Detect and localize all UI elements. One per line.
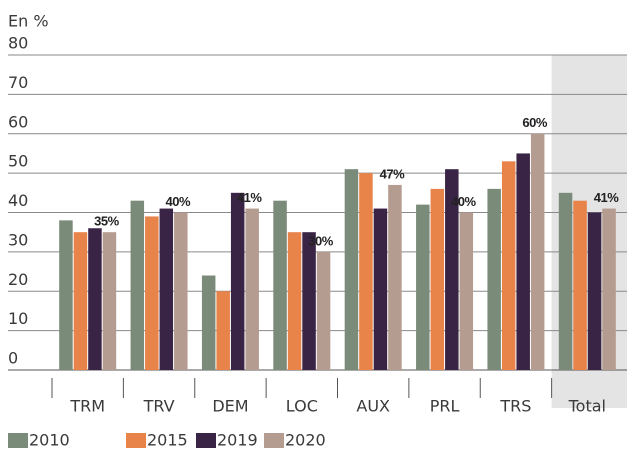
value-label: 41%	[594, 190, 619, 205]
bar	[388, 184, 402, 370]
value-label: 60%	[522, 115, 547, 130]
value-label: 41%	[237, 190, 262, 205]
bar	[487, 188, 501, 370]
bar	[445, 169, 459, 370]
legend-swatch	[8, 433, 28, 448]
y-tick-label: 40	[8, 191, 28, 210]
bar	[344, 169, 359, 370]
bar	[302, 232, 316, 370]
bar	[558, 192, 573, 370]
x-tick-label: AUX	[356, 397, 390, 416]
y-tick-label: 30	[8, 230, 28, 249]
bar	[373, 208, 388, 370]
x-tick-label: Total	[568, 397, 606, 416]
value-label: 35%	[94, 214, 119, 229]
value-label: 30%	[308, 233, 333, 248]
legend-swatch	[264, 433, 284, 448]
bar	[88, 228, 102, 370]
bar	[501, 161, 516, 370]
legend-label: 2015	[147, 431, 188, 450]
bar	[573, 200, 587, 370]
y-axis-label: En %	[8, 12, 49, 31]
value-label: 40%	[166, 194, 191, 209]
bar	[130, 200, 145, 370]
legend-label: 2020	[285, 431, 326, 450]
bar	[273, 200, 287, 370]
bar	[59, 220, 73, 370]
bar	[359, 173, 373, 370]
bar	[416, 204, 430, 370]
bar	[216, 291, 230, 370]
legend-swatch	[126, 433, 146, 448]
x-tick-label: TRV	[143, 397, 175, 416]
value-label: 40%	[451, 194, 476, 209]
y-tick-label: 10	[8, 309, 28, 328]
bar	[316, 251, 331, 370]
bar	[459, 212, 474, 370]
bar	[530, 133, 545, 370]
y-tick-label: 70	[8, 73, 28, 92]
bar	[73, 232, 88, 370]
bar	[145, 216, 159, 370]
y-tick-label: 50	[8, 152, 28, 171]
bar	[587, 212, 602, 370]
x-tick-label: PRL	[430, 397, 460, 416]
value-label: 47%	[380, 166, 405, 181]
bar	[287, 232, 302, 370]
bar	[102, 232, 117, 370]
bar	[230, 192, 245, 370]
bar	[174, 212, 188, 370]
x-tick-label: TRM	[69, 397, 105, 416]
legend-label: 2010	[29, 431, 70, 450]
legend-swatch	[196, 433, 216, 448]
y-tick-label: 80	[8, 34, 28, 53]
y-tick-label: 0	[8, 349, 18, 368]
y-tick-label: 20	[8, 270, 28, 289]
bar	[516, 153, 530, 370]
bar	[159, 208, 174, 370]
bar	[201, 275, 216, 370]
bar	[245, 208, 259, 370]
x-tick-label: TRS	[499, 397, 531, 416]
y-tick-label: 60	[8, 112, 28, 131]
bar	[602, 208, 616, 370]
bar	[430, 188, 445, 370]
x-tick-label: LOC	[286, 397, 318, 416]
legend-label: 2019	[217, 431, 258, 450]
x-tick-label: DEM	[212, 397, 248, 416]
